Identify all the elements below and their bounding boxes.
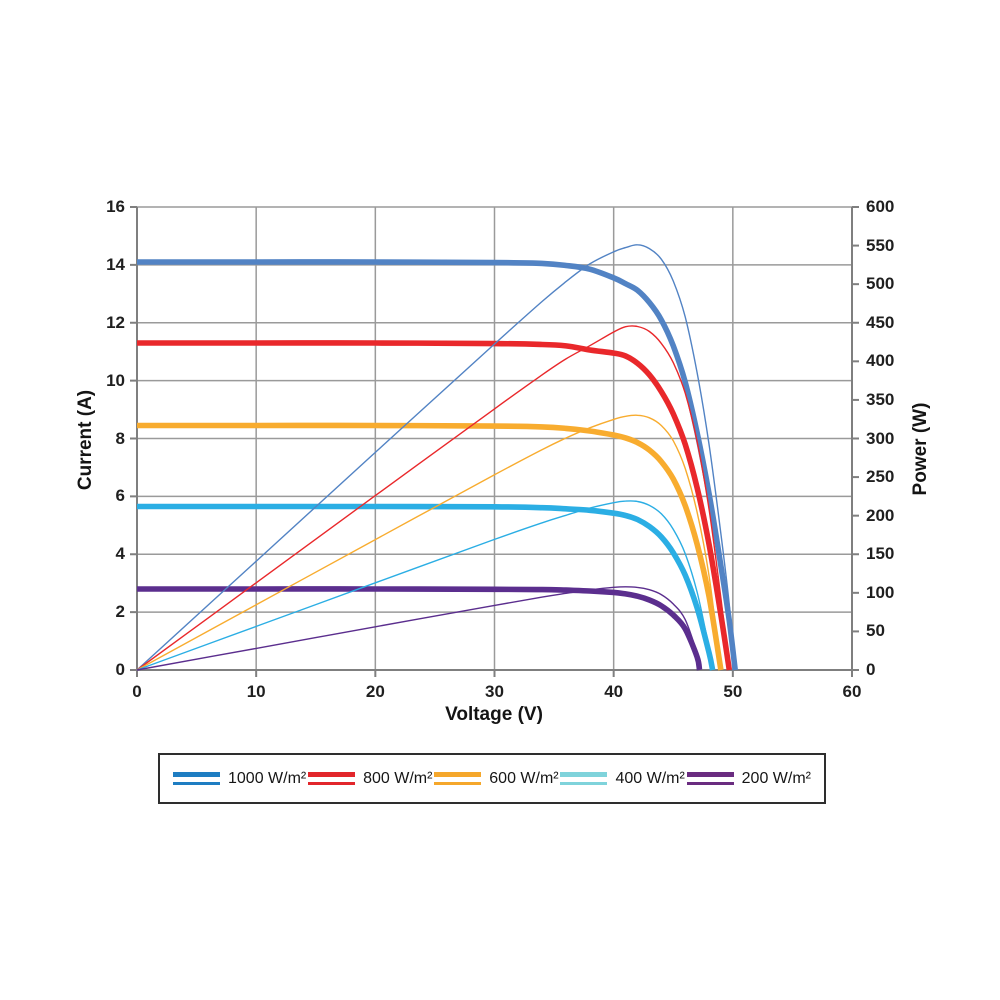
legend-thick-line (173, 772, 220, 777)
pv-curve-400 (136, 500, 714, 671)
x-axis-title: Voltage (V) (445, 704, 543, 725)
x-tick-label: 30 (485, 682, 504, 701)
iv-curve-400 (137, 503, 716, 671)
legend-thin-line (686, 782, 734, 785)
legend-label-1000: 1000 W/m² (228, 769, 307, 787)
legend-swatch-600 (434, 772, 482, 785)
right-tick-label: 400 (866, 351, 895, 371)
right-tick-label: 50 (866, 621, 885, 641)
left-tick-label: 0 (115, 660, 125, 679)
left-tick-label: 8 (115, 428, 125, 448)
legend-label-400: 400 W/m² (615, 769, 685, 787)
legend-swatch-1000 (173, 772, 220, 785)
right-tick-label: 100 (866, 582, 895, 602)
legend-thin-line (308, 782, 356, 785)
right-tick-label: 300 (866, 428, 895, 448)
legend-thin-line (434, 782, 482, 785)
legend-item-800: 800 W/m² (308, 770, 432, 788)
legend-thick-line (308, 772, 356, 777)
x-tick-label: 60 (842, 682, 862, 701)
right-tick-label: 150 (866, 544, 895, 564)
left-tick-label: 4 (115, 544, 125, 564)
legend-thick-line (434, 772, 482, 777)
legend-swatch-400 (560, 772, 608, 785)
right-tick-label: 500 (866, 274, 895, 294)
legend-swatch-200 (686, 772, 734, 785)
left-tick-label: 6 (115, 486, 125, 506)
right-tick-label: 450 (866, 312, 895, 332)
x-tick-label: 0 (132, 682, 142, 701)
legend: 1000 W/m² 800 W/m² 600 W/m² 400 W/m² 200 W/m… (158, 753, 826, 804)
iv-curve-600 (137, 422, 724, 671)
right-tick-label: 250 (866, 467, 895, 487)
left-tick-label: 12 (106, 312, 125, 332)
right-tick-label: 600 (866, 197, 895, 216)
pv-curve-1000 (136, 244, 736, 671)
legend-item-1000: 1000 W/m² (173, 770, 306, 788)
legend-thick-line (686, 772, 734, 777)
pv-curve-200 (136, 586, 701, 671)
right-tick-label: 200 (866, 505, 895, 525)
legend-thick-line (560, 772, 608, 777)
legend-thin-line (560, 782, 608, 785)
x-tick-label: 20 (365, 682, 385, 701)
legend-label-800: 800 W/m² (363, 769, 433, 787)
left-tick-label: 14 (106, 254, 125, 274)
legend-item-200: 200 W/m² (686, 769, 811, 788)
right-tick-label: 0 (866, 660, 876, 679)
iv-curve-200 (137, 586, 703, 671)
left-axis-title: Current (A) (75, 389, 96, 491)
left-tick-label: 10 (106, 370, 125, 390)
right-axis-title: Power (W) (910, 402, 931, 496)
iv-curve-1000 (137, 259, 738, 671)
legend-label-200: 200 W/m² (741, 769, 811, 787)
legend-swatch-800 (308, 772, 356, 785)
iv-curve-800 (137, 340, 733, 671)
x-tick-label: 10 (246, 682, 266, 701)
right-tick-label: 350 (866, 389, 895, 409)
legend-label-600: 600 W/m² (489, 769, 559, 787)
legend-item-400: 400 W/m² (560, 769, 685, 788)
pv-curve-600 (136, 414, 722, 671)
right-tick-label: 550 (866, 235, 895, 255)
legend-thin-line (173, 782, 220, 785)
left-tick-label: 2 (115, 602, 125, 622)
left-tick-label: 16 (106, 197, 125, 216)
x-tick-label: 40 (604, 682, 624, 701)
x-tick-label: 50 (723, 682, 743, 701)
pv-curve-800 (136, 325, 730, 671)
legend-item-600: 600 W/m² (434, 769, 559, 788)
